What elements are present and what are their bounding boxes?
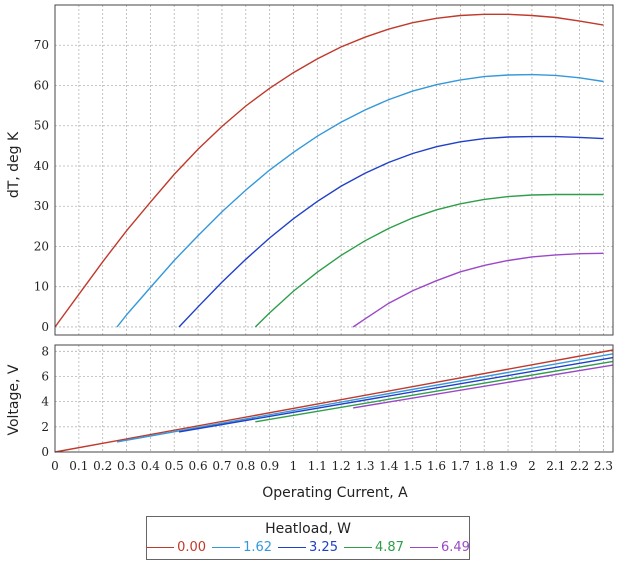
legend-item: 1.62	[212, 540, 272, 555]
x-tick-label: 2.2	[570, 459, 589, 473]
x-tick-label: 1.3	[355, 459, 374, 473]
legend-label: 4.87	[374, 540, 404, 555]
x-tick-label: 1.1	[308, 459, 327, 473]
voltage-series-1-62	[116, 353, 614, 443]
y-tick-label: 6	[41, 369, 49, 383]
top-y-axis-title: dT, deg K	[6, 131, 22, 198]
top-y-tick-labels: 0 10 20 30 40 50 60 70	[34, 38, 49, 334]
x-tick-label: 0.4	[141, 459, 160, 473]
x-tick-label: 0.3	[117, 459, 136, 473]
y-tick-label: 2	[41, 420, 49, 434]
chart-canvas: 0 10 20 30 40 50 60 70 0 2 4 6 8 0 0.1 0.2 0.3 0.4 0.5 0.…	[6, 4, 614, 501]
voltage-series-6-49	[352, 364, 614, 409]
x-tick-label: 2	[528, 459, 536, 473]
voltage-series-3-25	[178, 356, 614, 433]
x-axis-title: Operating Current, A	[262, 485, 408, 501]
x-tick-label: 1.9	[499, 459, 518, 473]
voltage-series-4-87	[255, 360, 614, 423]
y-tick-label: 30	[34, 199, 49, 213]
legend-label: 1.62	[243, 540, 273, 555]
legend-items: 0.00 1.62 3.25 4.87 6.49	[146, 540, 470, 555]
voltage-series-0-00	[54, 349, 614, 453]
top-plot-grid	[55, 5, 613, 335]
x-tick-label: 0.9	[260, 459, 279, 473]
x-tick-label: 1.4	[379, 459, 398, 473]
y-tick-label: 40	[34, 159, 49, 173]
bottom-plot-series	[54, 349, 614, 453]
bottom-y-tick-labels: 0 2 4 6 8	[41, 344, 49, 459]
top-plot-series	[54, 13, 604, 328]
y-tick-label: 8	[41, 344, 49, 358]
dt-series-6-49	[352, 252, 604, 328]
legend: Heatload, W 0.00 1.62 3.25 4.87 6.49	[146, 516, 470, 560]
x-tick-label: 1.5	[403, 459, 422, 473]
y-tick-label: 10	[34, 280, 49, 294]
y-tick-label: 0	[41, 445, 49, 459]
bottom-plot-frame	[54, 344, 614, 453]
x-tick-label: 1	[290, 459, 298, 473]
x-tick-label: 1.8	[475, 459, 494, 473]
legend-swatch	[278, 547, 307, 548]
legend-swatch	[409, 547, 438, 548]
y-tick-label: 4	[41, 395, 49, 409]
dt-series-3-25	[178, 135, 604, 328]
x-tick-label: 0.6	[189, 459, 208, 473]
x-tick-label: 1.6	[427, 459, 446, 473]
legend-item: 4.87	[343, 540, 404, 555]
x-tick-label: 0.2	[93, 459, 112, 473]
legend-label: 6.49	[440, 540, 470, 555]
legend-item: 3.25	[278, 540, 338, 555]
y-tick-label: 70	[34, 38, 49, 52]
dt-series-4-87	[254, 193, 604, 328]
x-tick-label: 1.2	[332, 459, 351, 473]
top-plot-frame	[54, 4, 614, 336]
x-tick-labels: 0 0.1 0.2 0.3 0.4 0.5 0.6 0.7 0.8 0.9 1 1.1 1.2 1.3 1.…	[51, 459, 613, 473]
y-tick-label: 20	[34, 239, 49, 253]
dt-series-1-62	[116, 73, 604, 328]
x-tick-label: 2.3	[594, 459, 613, 473]
y-tick-label: 60	[34, 78, 49, 92]
x-tick-label: 1.7	[451, 459, 470, 473]
x-tick-label: 0.1	[69, 459, 88, 473]
x-tick-label: 0.8	[236, 459, 255, 473]
dt-series-0-00	[54, 13, 604, 328]
y-tick-label: 50	[34, 119, 49, 133]
x-tick-label: 2.1	[546, 459, 565, 473]
bottom-y-axis-title: Voltage, V	[6, 364, 22, 435]
y-tick-label: 0	[41, 320, 49, 334]
legend-title: Heatload, W	[265, 521, 351, 537]
legend-swatch	[146, 547, 175, 548]
x-tick-label: 0.5	[165, 459, 184, 473]
legend-item: 6.49	[409, 540, 470, 555]
bottom-plot-grid	[55, 345, 613, 452]
x-tick-label: 0	[51, 459, 59, 473]
legend-swatch	[212, 547, 241, 548]
legend-label: 3.25	[309, 540, 338, 555]
x-tick-label: 0.7	[212, 459, 231, 473]
legend-swatch	[343, 547, 372, 548]
legend-item: 0.00	[146, 540, 206, 555]
legend-label: 0.00	[177, 540, 207, 555]
